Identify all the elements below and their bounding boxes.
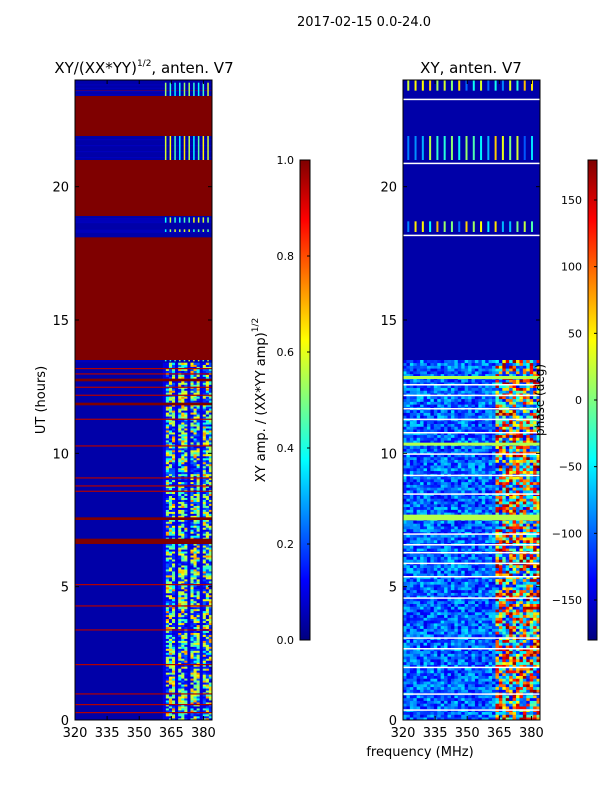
right-panel: XY, anten. V7 320 335 350 365 380 0 5 10 15 20 [380,59,543,741]
x-tick-label: 335 [423,726,448,741]
left-colorbar-label: XY amp. / (XX*YY amp)1/2 [251,318,269,482]
x-tick-label: 380 [519,726,544,741]
colorbar-tick-label: 1.0 [277,154,295,167]
colorbar-tick-label: 0.6 [277,346,295,359]
right-colorbar-label: phase (deg) [533,364,547,436]
y-tick-label: 0 [61,714,69,729]
figure-title: 2017-02-15 0.0-24.0 [297,15,431,30]
x-tick-label: 380 [191,726,216,741]
colorbar-tick-label: 100 [561,261,582,274]
left-colorbar: 0.0 0.2 0.4 0.6 0.8 1.0 XY amp. / (XX*YY amp)… [251,154,311,647]
colorbar-tick-label: −50 [559,461,582,474]
colorbar-tick-label: −100 [552,527,582,540]
colorbar-tick-label: 0.2 [277,538,295,551]
right-axis-ticks: 320 335 350 365 380 0 5 10 15 20 [380,80,544,741]
colorbar-tick-label: 0.0 [277,634,295,647]
x-tick-label: 320 [391,726,416,741]
y-tick-label: 0 [389,714,397,729]
x-tick-label: 335 [95,726,120,741]
y-tick-label: 5 [389,581,397,596]
y-tick-label: 10 [380,447,397,462]
left-saturated-band [75,402,212,406]
colorbar-tick-label: 0.4 [277,442,295,455]
left-colorbar-ticks: 0.0 0.2 0.4 0.6 0.8 1.0 [277,154,310,647]
shared-xlabel: frequency (MHz) [366,745,473,760]
left-saturated-band [75,538,212,544]
left-axis-ticks: 320 335 350 365 380 0 5 10 15 20 [52,80,216,741]
right-colorbar: −150 −100 −50 0 50 100 150 phase (deg) [533,159,598,641]
right-heatmap [403,80,540,720]
left-saturated-band [75,96,212,136]
y-tick-label: 15 [380,314,397,329]
x-tick-label: 365 [487,726,512,741]
y-tick-label: 20 [52,181,69,196]
left-saturated-band [75,160,212,216]
x-tick-label: 350 [455,726,480,741]
left-panel: XY/(XX*YY)1/2, anten. V7 320 335 350 365 380… [34,59,234,741]
y-tick-label: 15 [52,314,69,329]
colorbar-tick-label: 50 [568,327,582,340]
colorbar-tick-label: 0.8 [277,250,295,263]
left-ylabel: UT (hours) [34,366,49,434]
left-colorbar-strip [299,159,311,641]
right-colorbar-ticks: −150 −100 −50 0 50 100 150 [552,194,597,607]
left-saturated-band [75,237,212,360]
y-tick-label: 5 [61,581,69,596]
left-plot-frame [74,79,213,721]
colorbar-tick-label: −150 [552,594,582,607]
y-tick-label: 10 [52,447,69,462]
x-tick-label: 320 [63,726,88,741]
left-saturated-band [75,378,212,382]
right-panel-title: XY, anten. V7 [420,59,522,77]
right-plot-frame [402,79,541,721]
left-saturated-band [75,517,212,520]
x-tick-label: 350 [127,726,152,741]
left-panel-title: XY/(XX*YY)1/2, anten. V7 [54,59,233,77]
x-tick-label: 365 [159,726,184,741]
colorbar-tick-label: 150 [561,194,582,207]
y-tick-label: 20 [380,181,397,196]
colorbar-tick-label: 0 [575,394,582,407]
left-heatmap [75,80,212,720]
